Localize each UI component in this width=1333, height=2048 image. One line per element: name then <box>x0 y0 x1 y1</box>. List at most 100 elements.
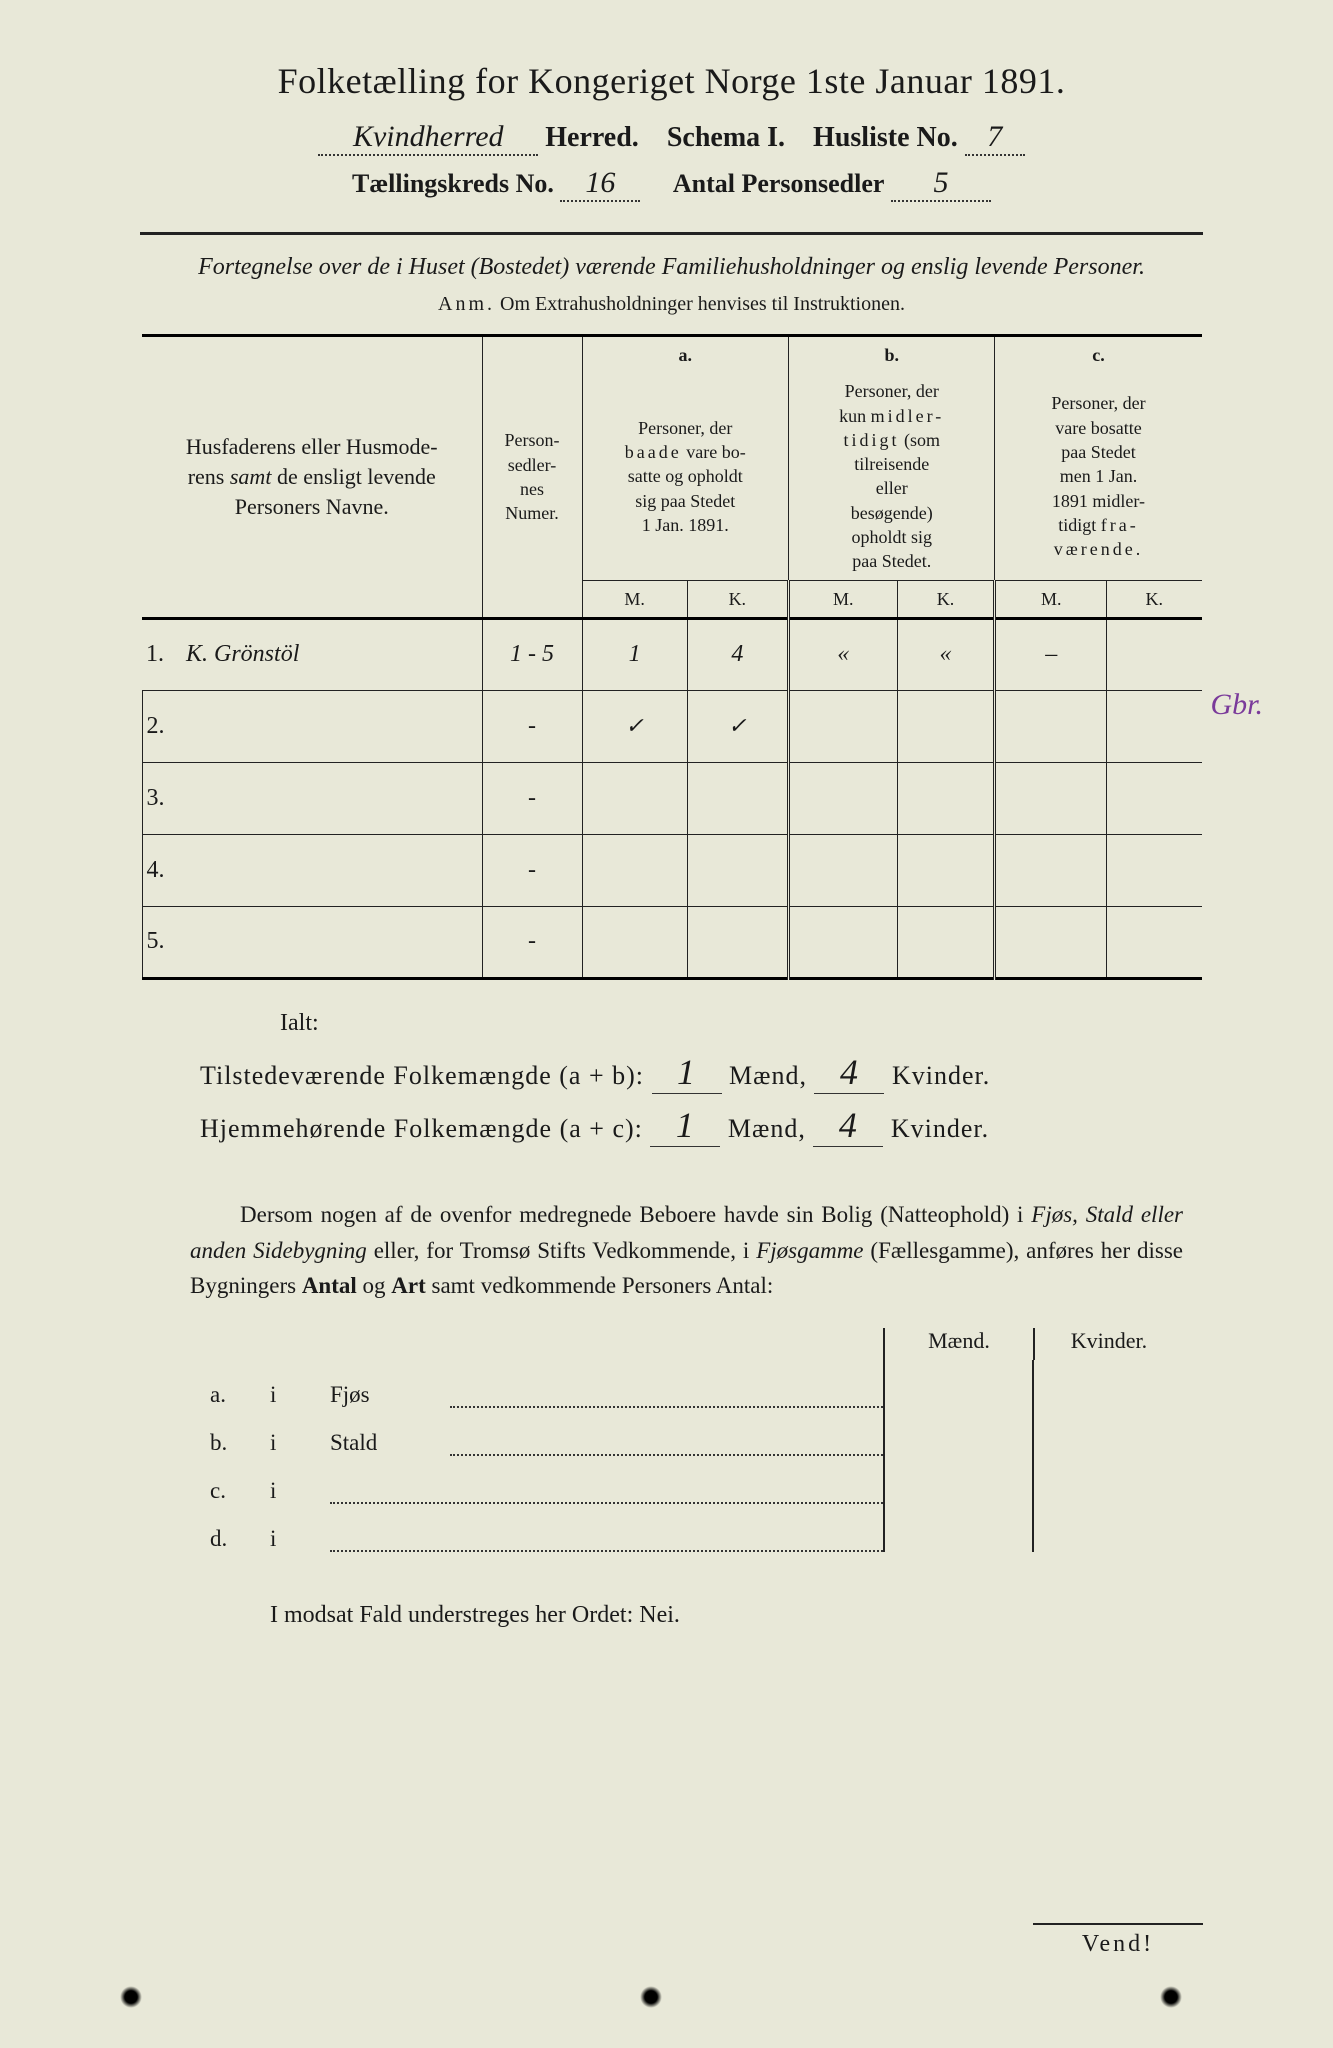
col-b-m: M. <box>788 580 897 618</box>
col-a-text: Personer, derbaade vare bo-satte og opho… <box>582 373 788 580</box>
side-table: Mænd. Kvinder. a. i Fjøs b. i Stald c. i… <box>210 1328 1183 1552</box>
ialt-label: Ialt: <box>280 1010 1243 1037</box>
side-head: Mænd. Kvinder. <box>883 1328 1183 1360</box>
side-i: i <box>270 1478 330 1504</box>
side-m <box>885 1456 1034 1504</box>
side-head-m: Mænd. <box>883 1328 1033 1360</box>
sedler-cell: - <box>482 762 582 834</box>
side-k <box>1034 1408 1183 1456</box>
schema-label: Schema I. <box>667 122 785 153</box>
name-cell: 1. K. Grönstöl <box>142 618 482 690</box>
side-k <box>1034 1456 1183 1504</box>
c-m: – <box>995 618 1106 690</box>
a-k <box>687 906 788 978</box>
a-k: 4 <box>687 618 788 690</box>
sedler-cell: - <box>482 906 582 978</box>
col-c-label: c. <box>995 336 1202 374</box>
sedler-cell: - <box>482 690 582 762</box>
a-k: ✓ <box>687 690 788 762</box>
summary-label-1: Tilstedeværende Folkemængde (a + b): <box>200 1061 644 1090</box>
c-k <box>1106 690 1201 762</box>
c-m <box>995 690 1106 762</box>
b-m: « <box>788 618 897 690</box>
modsat-line: I modsat Fald understreges her Ordet: Ne… <box>270 1602 1243 1629</box>
husliste-value: 7 <box>965 120 1025 156</box>
header-line-2: Tællingskreds No. 16 Antal Personsedler … <box>100 166 1243 202</box>
summary-line-2: Hjemmehørende Folkemængde (a + c): 1 Mæn… <box>200 1104 1243 1147</box>
summary-1-m: 1 <box>652 1051 722 1094</box>
maend-label: Mænd, <box>729 1061 807 1090</box>
table-row: 2. - ✓ ✓ <box>142 690 1202 762</box>
col-b-label: b. <box>788 336 994 374</box>
a-m <box>582 762 687 834</box>
kreds-value: 16 <box>560 166 640 202</box>
col-b-text: Personer, derkun midler-tidigt (somtilre… <box>788 373 994 580</box>
side-a: b. <box>210 1430 270 1456</box>
punch-hole-icon <box>120 1986 142 2008</box>
dots <box>330 1490 883 1504</box>
side-m <box>885 1504 1034 1552</box>
antal-label: Antal Personsedler <box>673 169 885 198</box>
kvinder-label: Kvinder. <box>892 1061 990 1090</box>
side-head-k: Kvinder. <box>1033 1328 1183 1360</box>
b-m <box>788 690 897 762</box>
dots <box>330 1538 883 1552</box>
paragraph: Dersom nogen af de ovenfor medregnede Be… <box>190 1197 1183 1304</box>
husliste-label: Husliste No. <box>813 122 958 153</box>
col-c-m: M. <box>995 580 1106 618</box>
a-m <box>582 906 687 978</box>
table-row: 1. K. Grönstöl 1 - 5 1 4 « « – <box>142 618 1202 690</box>
b-k <box>897 762 995 834</box>
side-text: Fjøs <box>330 1382 450 1408</box>
side-i: i <box>270 1382 330 1408</box>
name-cell: 2. <box>142 690 482 762</box>
side-row: b. i Stald <box>210 1408 1183 1456</box>
dots <box>450 1394 883 1408</box>
side-k <box>1034 1504 1183 1552</box>
name-cell: 5. <box>142 906 482 978</box>
side-row: c. i <box>210 1456 1183 1504</box>
punch-hole-icon <box>1160 1986 1182 2008</box>
punch-hole-icon <box>640 1986 662 2008</box>
b-k <box>897 906 995 978</box>
side-m <box>885 1360 1034 1408</box>
maend-label: Mænd, <box>728 1114 806 1143</box>
table-row: 3. - <box>142 762 1202 834</box>
b-k <box>897 834 995 906</box>
annotation-note: Anm. Anm. Om Extrahusholdninger henvises… <box>100 293 1243 316</box>
side-i: i <box>270 1526 330 1552</box>
table-row: 5. - <box>142 906 1202 978</box>
side-a: d. <box>210 1526 270 1552</box>
c-k <box>1106 618 1201 690</box>
kvinder-label: Kvinder. <box>891 1114 989 1143</box>
b-m <box>788 906 897 978</box>
summary-line-1: Tilstedeværende Folkemængde (a + b): 1 M… <box>200 1051 1243 1094</box>
b-k <box>897 690 995 762</box>
main-table: Husfaderens eller Husmode-rens samt de e… <box>142 334 1202 980</box>
summary-2-k: 4 <box>813 1104 883 1147</box>
side-m <box>885 1408 1034 1456</box>
a-m: ✓ <box>582 690 687 762</box>
page-title: Folketælling for Kongeriget Norge 1ste J… <box>100 60 1243 102</box>
side-row: a. i Fjøs <box>210 1360 1183 1408</box>
name-cell: 3. <box>142 762 482 834</box>
col-b-k: K. <box>897 580 995 618</box>
herred-value: Kvindherred <box>318 120 538 156</box>
summary-1-k: 4 <box>814 1051 884 1094</box>
side-text: Stald <box>330 1430 450 1456</box>
b-m <box>788 762 897 834</box>
vend-label: Vend! <box>1033 1923 1203 1958</box>
col-a-label: a. <box>582 336 788 374</box>
side-a: c. <box>210 1478 270 1504</box>
c-k <box>1106 762 1201 834</box>
herred-label: Herred. <box>545 122 639 153</box>
side-row: d. i <box>210 1504 1183 1552</box>
b-k: « <box>897 618 995 690</box>
sedler-cell: - <box>482 834 582 906</box>
header-line-1: Kvindherred Herred. Schema I. Husliste N… <box>100 120 1243 156</box>
col-names-header: Husfaderens eller Husmode-rens samt de e… <box>142 336 482 619</box>
col-a-m: M. <box>582 580 687 618</box>
col-c-k: K. <box>1106 580 1201 618</box>
sedler-cell: 1 - 5 <box>482 618 582 690</box>
divider <box>140 232 1203 235</box>
